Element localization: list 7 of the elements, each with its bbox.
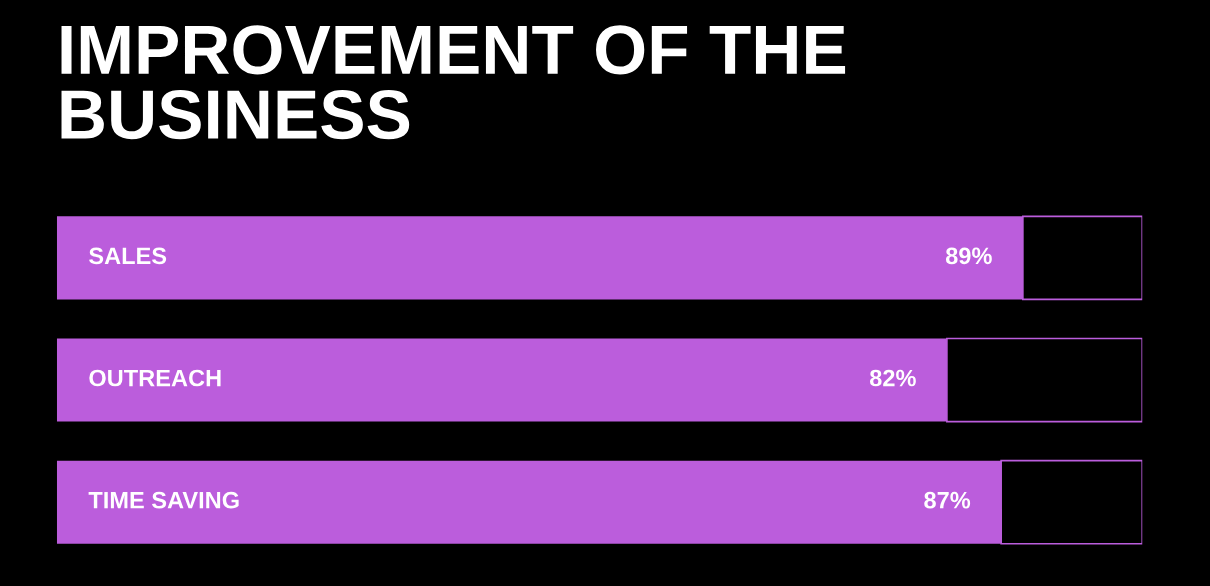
data-label: 82% bbox=[869, 369, 916, 387]
chart-title: IMPROVEMENT OF THE BUSINESS bbox=[61, 25, 846, 140]
y-tick-label: OUTREACH bbox=[89, 369, 221, 387]
y-tick-label: SALES bbox=[89, 247, 167, 265]
y-tick-label: TIME SAVING bbox=[88, 491, 239, 509]
data-label: 87% bbox=[924, 491, 971, 509]
data-label: 89% bbox=[945, 247, 992, 265]
